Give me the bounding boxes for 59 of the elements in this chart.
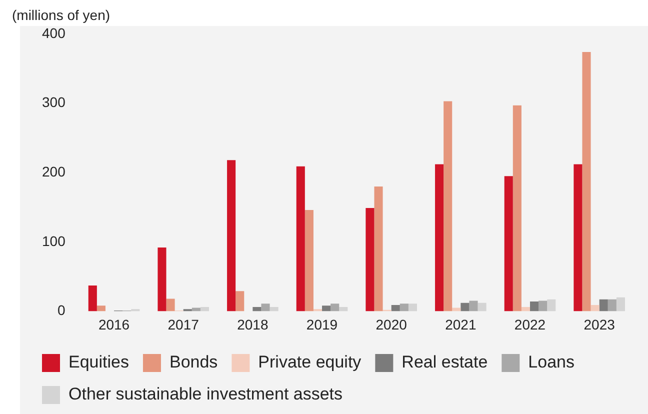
bar xyxy=(304,210,314,312)
bar xyxy=(504,176,513,312)
bar xyxy=(400,304,408,312)
bar xyxy=(574,164,582,312)
bar xyxy=(158,247,166,312)
bar xyxy=(512,105,522,312)
bar xyxy=(452,308,461,312)
x-tick-label: 2016 xyxy=(98,316,130,332)
bar xyxy=(478,302,486,312)
bar xyxy=(227,160,236,312)
bar xyxy=(469,300,478,312)
x-tick-label: 2017 xyxy=(168,316,200,332)
bar xyxy=(538,300,548,312)
bar xyxy=(530,302,539,312)
legend-label: Private equity xyxy=(258,352,362,372)
bar xyxy=(391,304,400,312)
y-tick-label: 400 xyxy=(42,24,66,41)
bar xyxy=(366,208,374,312)
bar xyxy=(460,302,470,312)
x-tick-label: 2021 xyxy=(445,316,476,332)
bar xyxy=(296,166,305,312)
y-tick-label: 200 xyxy=(42,163,66,180)
bar xyxy=(252,307,262,312)
bar xyxy=(192,308,200,312)
bar xyxy=(547,299,556,312)
y-tick-label: 300 xyxy=(42,94,66,110)
bar xyxy=(444,101,452,312)
bar xyxy=(200,307,210,312)
bar xyxy=(521,307,530,312)
bar xyxy=(616,297,625,312)
x-tick-label: 2018 xyxy=(237,316,268,332)
legend-label: Bonds xyxy=(169,352,218,372)
bar xyxy=(590,304,600,312)
legend-label: Real estate xyxy=(402,352,488,372)
bar xyxy=(322,306,331,312)
bar xyxy=(608,299,616,312)
bar xyxy=(96,306,106,312)
x-tick-label: 2019 xyxy=(306,316,338,332)
x-tick-label: 2023 xyxy=(584,316,616,332)
x-tick-label: 2020 xyxy=(376,316,408,332)
x-tick-label: 2022 xyxy=(514,316,546,332)
y-tick-label: 0 xyxy=(58,302,66,318)
bar xyxy=(408,304,417,312)
legend-label: Loans xyxy=(528,352,574,372)
legend-label: Other sustainable investment assets xyxy=(68,384,343,404)
bar xyxy=(270,307,278,312)
bar xyxy=(166,298,175,312)
bar xyxy=(88,286,97,312)
bar xyxy=(435,164,444,312)
legend-label: Equities xyxy=(68,352,129,372)
bar xyxy=(339,307,348,312)
bar xyxy=(599,299,608,312)
bar xyxy=(330,304,340,312)
y-axis-title: (millions of yen) xyxy=(12,6,110,23)
bar xyxy=(261,304,270,312)
y-tick-label: 100 xyxy=(42,232,66,249)
bar xyxy=(236,291,244,312)
bar xyxy=(582,52,591,312)
bar xyxy=(374,186,383,312)
